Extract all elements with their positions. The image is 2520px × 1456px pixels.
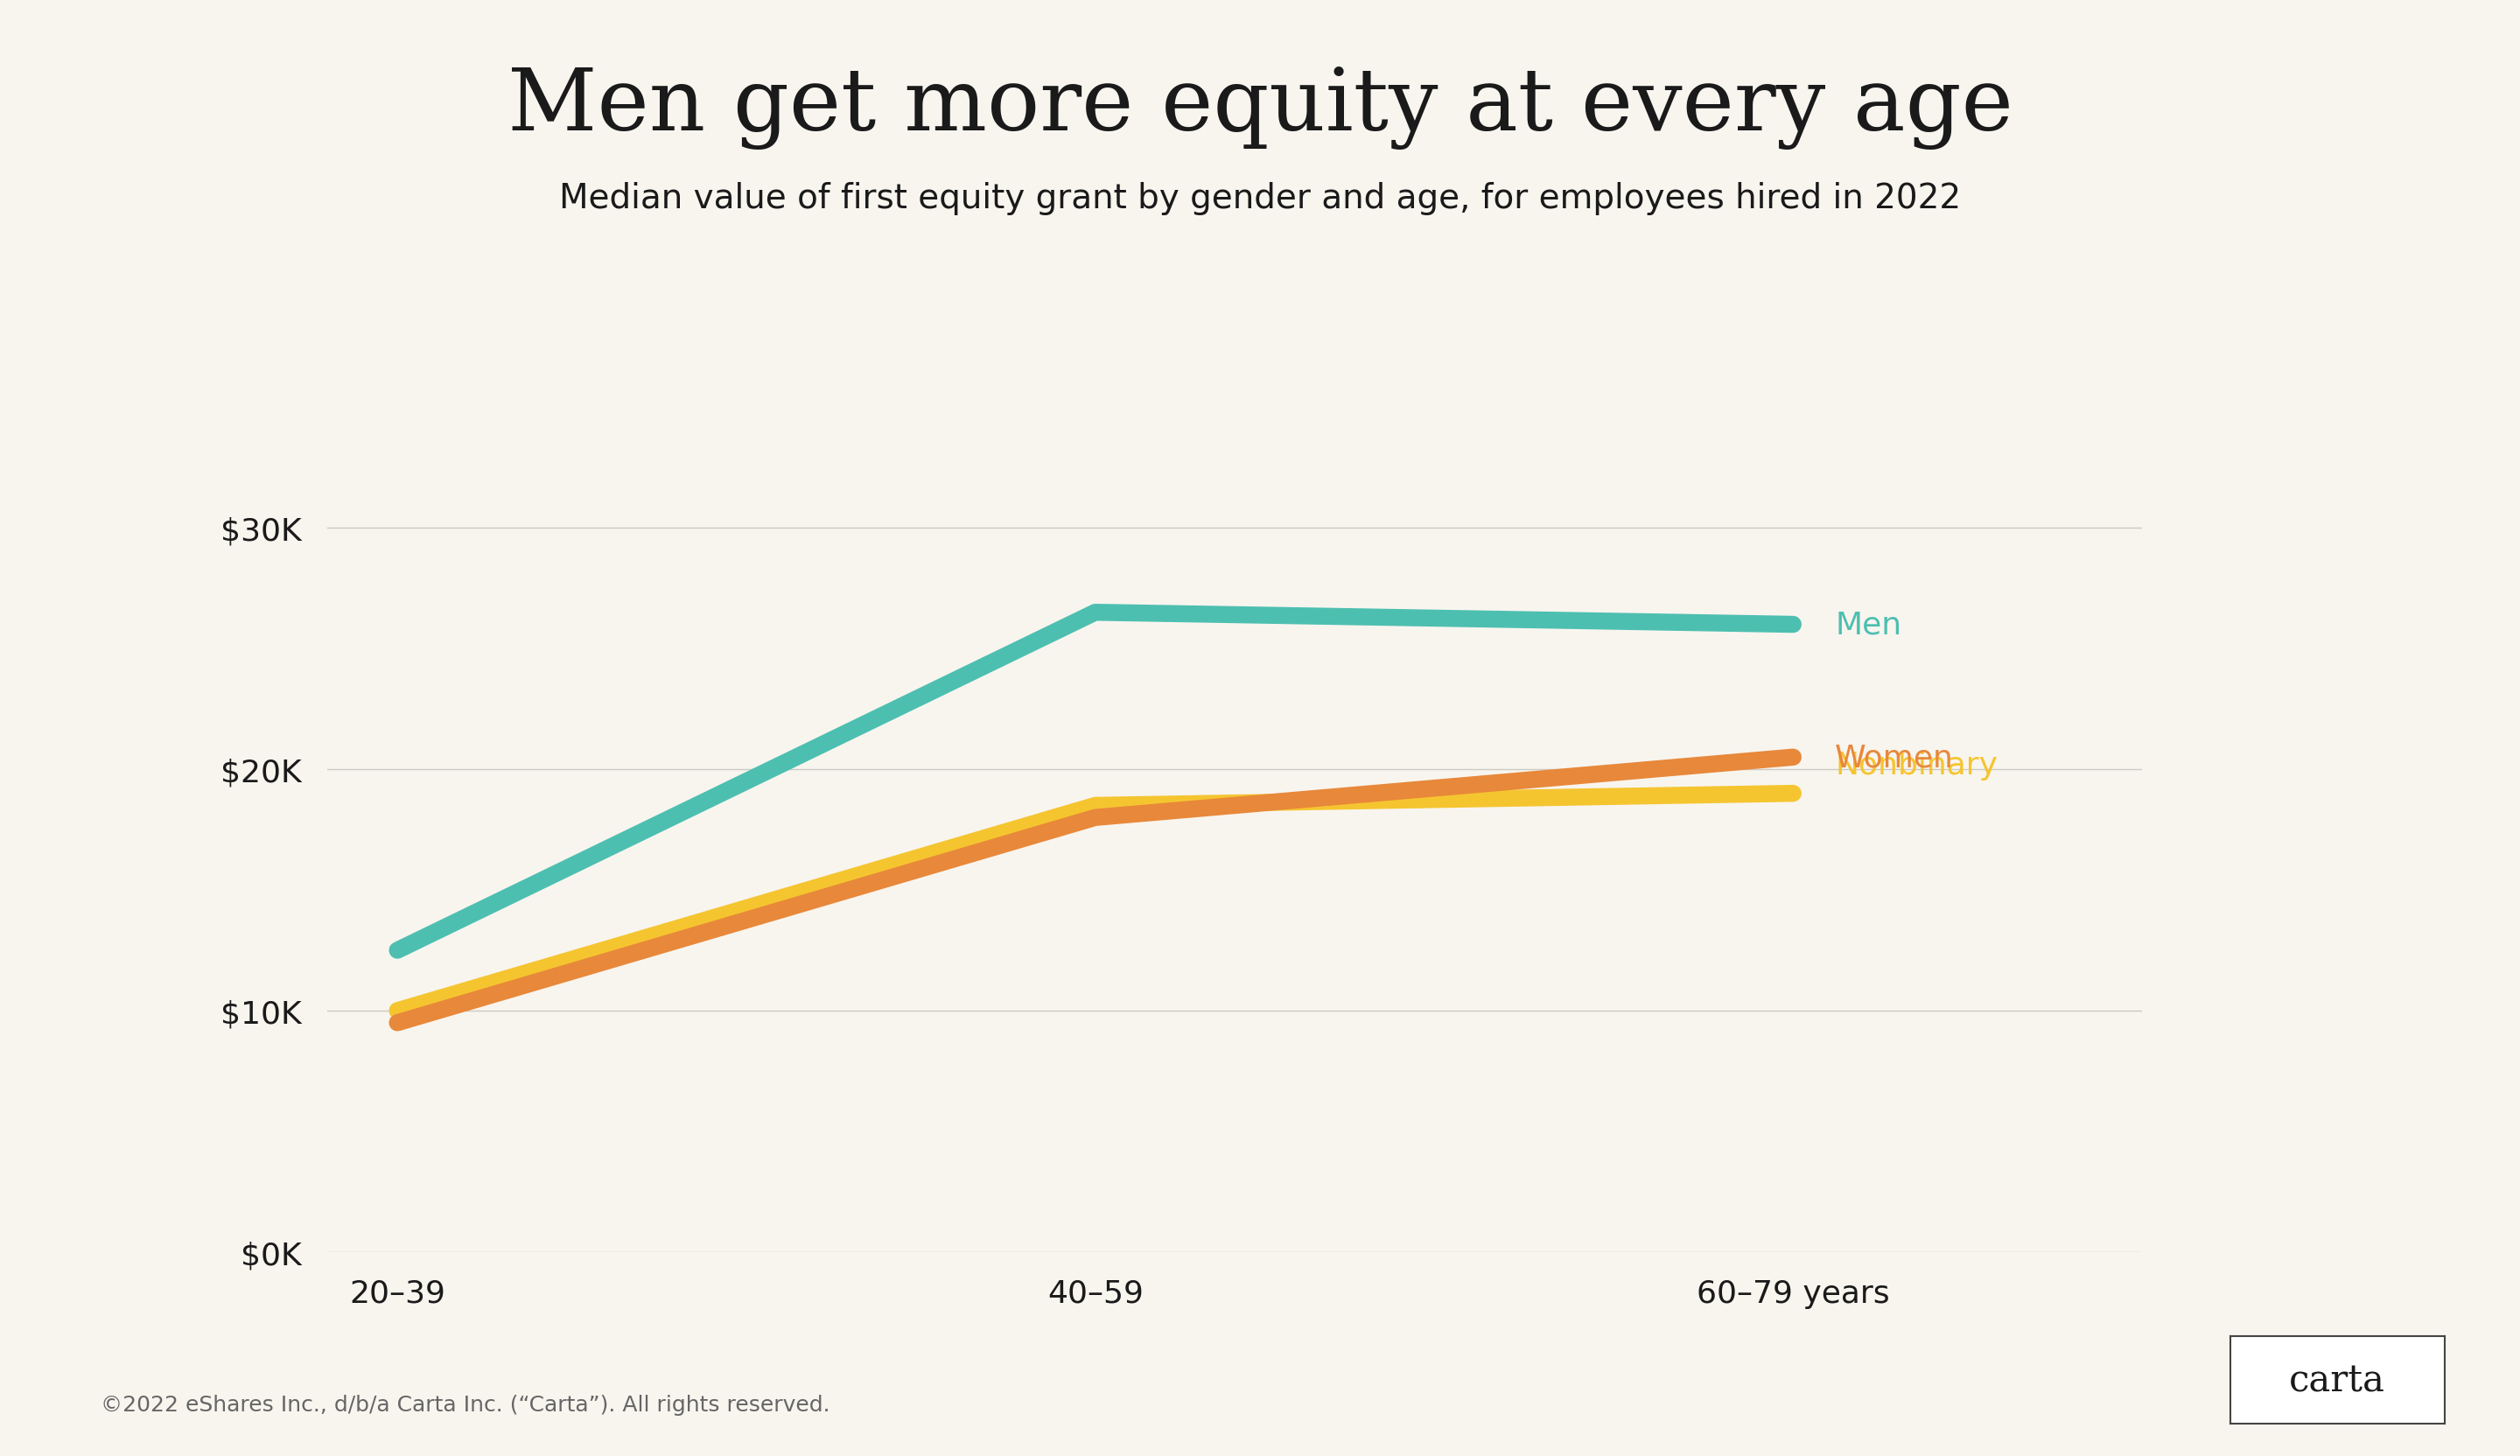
Text: Nonbinary: Nonbinary [1835,750,1998,779]
Text: Women: Women [1835,743,1953,772]
Text: carta: carta [2288,1361,2386,1399]
Text: Median value of first equity grant by gender and age, for employees hired in 202: Median value of first equity grant by ge… [559,182,1961,215]
Text: ©2022 eShares Inc., d/b/a Carta Inc. (“Carta”). All rights reserved.: ©2022 eShares Inc., d/b/a Carta Inc. (“C… [101,1395,829,1415]
Text: Men: Men [1835,610,1903,639]
Text: Men get more equity at every age: Men get more equity at every age [507,66,2013,150]
